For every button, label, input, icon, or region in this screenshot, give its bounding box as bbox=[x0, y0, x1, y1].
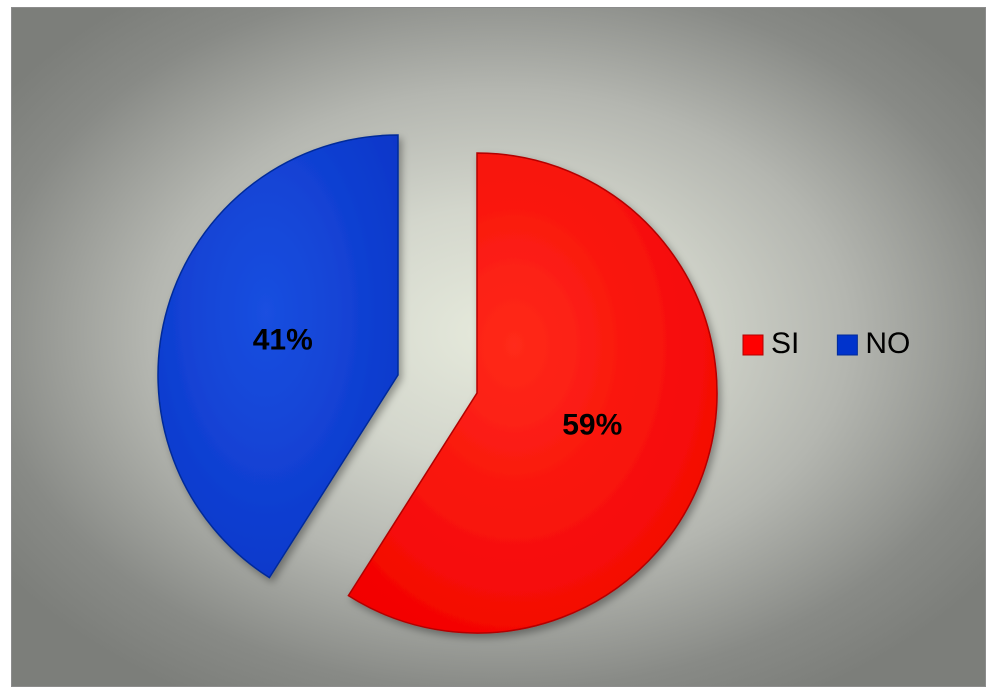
legend-swatch-si bbox=[742, 334, 764, 356]
legend-label-si: SI bbox=[771, 327, 799, 360]
legend-swatch-no bbox=[836, 334, 858, 356]
legend-item-no: NO bbox=[836, 327, 910, 360]
data-label-no: 41% bbox=[253, 323, 313, 356]
legend-label-no: NO bbox=[865, 327, 910, 360]
legend: SI NO bbox=[742, 327, 910, 360]
pie-slice-no bbox=[157, 134, 399, 579]
legend-item-si: SI bbox=[742, 327, 799, 360]
data-label-si: 59% bbox=[562, 408, 622, 441]
pie-slice-si bbox=[347, 152, 718, 634]
